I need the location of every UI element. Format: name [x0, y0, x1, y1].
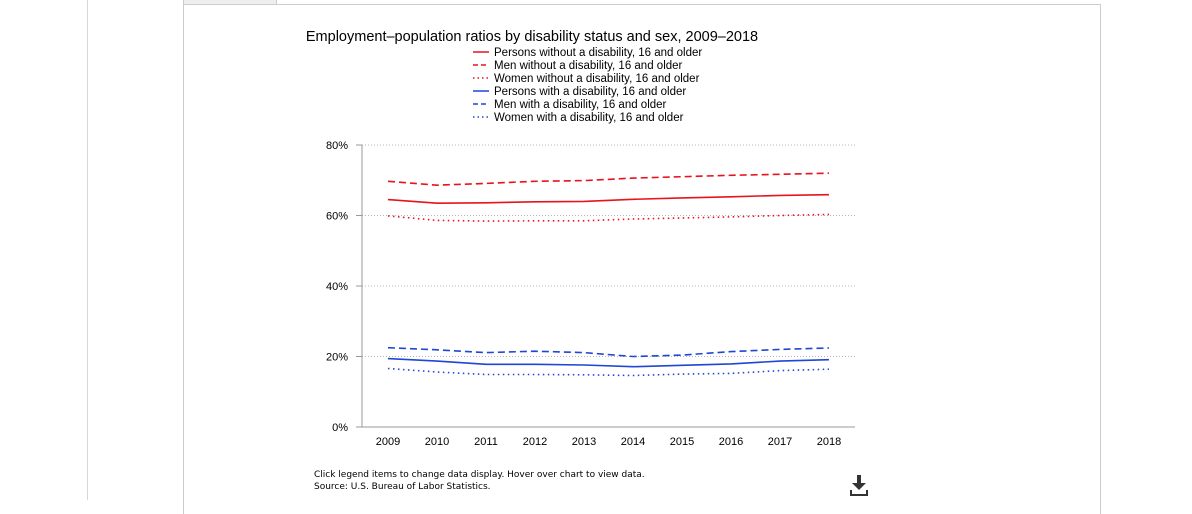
download-button[interactable]: [849, 474, 869, 496]
y-tick-label: 80%: [326, 140, 348, 152]
legend-label: Women without a disability, 16 and older: [494, 73, 700, 85]
x-tick-label: 2015: [670, 436, 694, 448]
chart-source: Source: U.S. Bureau of Labor Statistics.: [314, 482, 491, 492]
series-line[interactable]: [387, 346, 830, 358]
series-line[interactable]: [387, 357, 830, 368]
line-chart[interactable]: Employment–population ratios by disabili…: [0, 0, 1192, 500]
series-line[interactable]: [387, 172, 830, 186]
series-line[interactable]: [387, 193, 830, 204]
chart-note: Click legend items to change data displa…: [314, 470, 645, 480]
chart-series[interactable]: [387, 172, 830, 377]
legend-label: Women with a disability, 16 and older: [494, 112, 684, 124]
legend-item[interactable]: Women without a disability, 16 and older: [473, 73, 700, 85]
chart-title: Employment–population ratios by disabili…: [306, 29, 758, 45]
chart-frame: [183, 4, 1101, 514]
y-tick-label: 60%: [326, 211, 348, 223]
series-line[interactable]: [387, 367, 830, 377]
x-tick-label: 2017: [768, 436, 792, 448]
series-line[interactable]: [387, 213, 830, 222]
chart-legend[interactable]: Persons without a disability, 16 and old…: [473, 47, 702, 124]
legend-label: Men with a disability, 16 and older: [494, 99, 667, 111]
x-axis: 2009 2010 2011 2012 2013 2014 2015 2016 2017 2018: [362, 426, 855, 448]
x-tick-label: 2013: [572, 436, 596, 448]
x-tick-label: 2012: [523, 436, 547, 448]
page-left-border: [87, 0, 88, 500]
y-axis: 0% 20% 40% 60% 80%: [326, 140, 363, 434]
legend-item[interactable]: Women with a disability, 16 and older: [473, 112, 684, 124]
legend-item[interactable]: Persons with a disability, 16 and older: [473, 86, 686, 98]
legend-item[interactable]: Persons without a disability, 16 and old…: [473, 47, 702, 59]
legend-label: Persons with a disability, 16 and older: [494, 86, 686, 98]
legend-label: Men without a disability, 16 and older: [494, 60, 683, 72]
x-tick-label: 2010: [425, 436, 449, 448]
legend-item[interactable]: Men with a disability, 16 and older: [473, 99, 667, 111]
chart-gridlines: [362, 144, 855, 357]
x-tick-label: 2018: [817, 436, 841, 448]
download-icon: [850, 475, 868, 496]
legend-label: Persons without a disability, 16 and old…: [494, 47, 702, 59]
x-tick-label: 2014: [621, 436, 645, 448]
y-tick-label: 0%: [332, 422, 348, 434]
x-tick-label: 2011: [474, 436, 498, 448]
x-tick-label: 2016: [719, 436, 743, 448]
y-tick-label: 40%: [326, 281, 348, 293]
x-tick-label: 2009: [376, 436, 400, 448]
legend-item[interactable]: Men without a disability, 16 and older: [473, 60, 683, 72]
y-tick-label: 20%: [326, 352, 348, 364]
